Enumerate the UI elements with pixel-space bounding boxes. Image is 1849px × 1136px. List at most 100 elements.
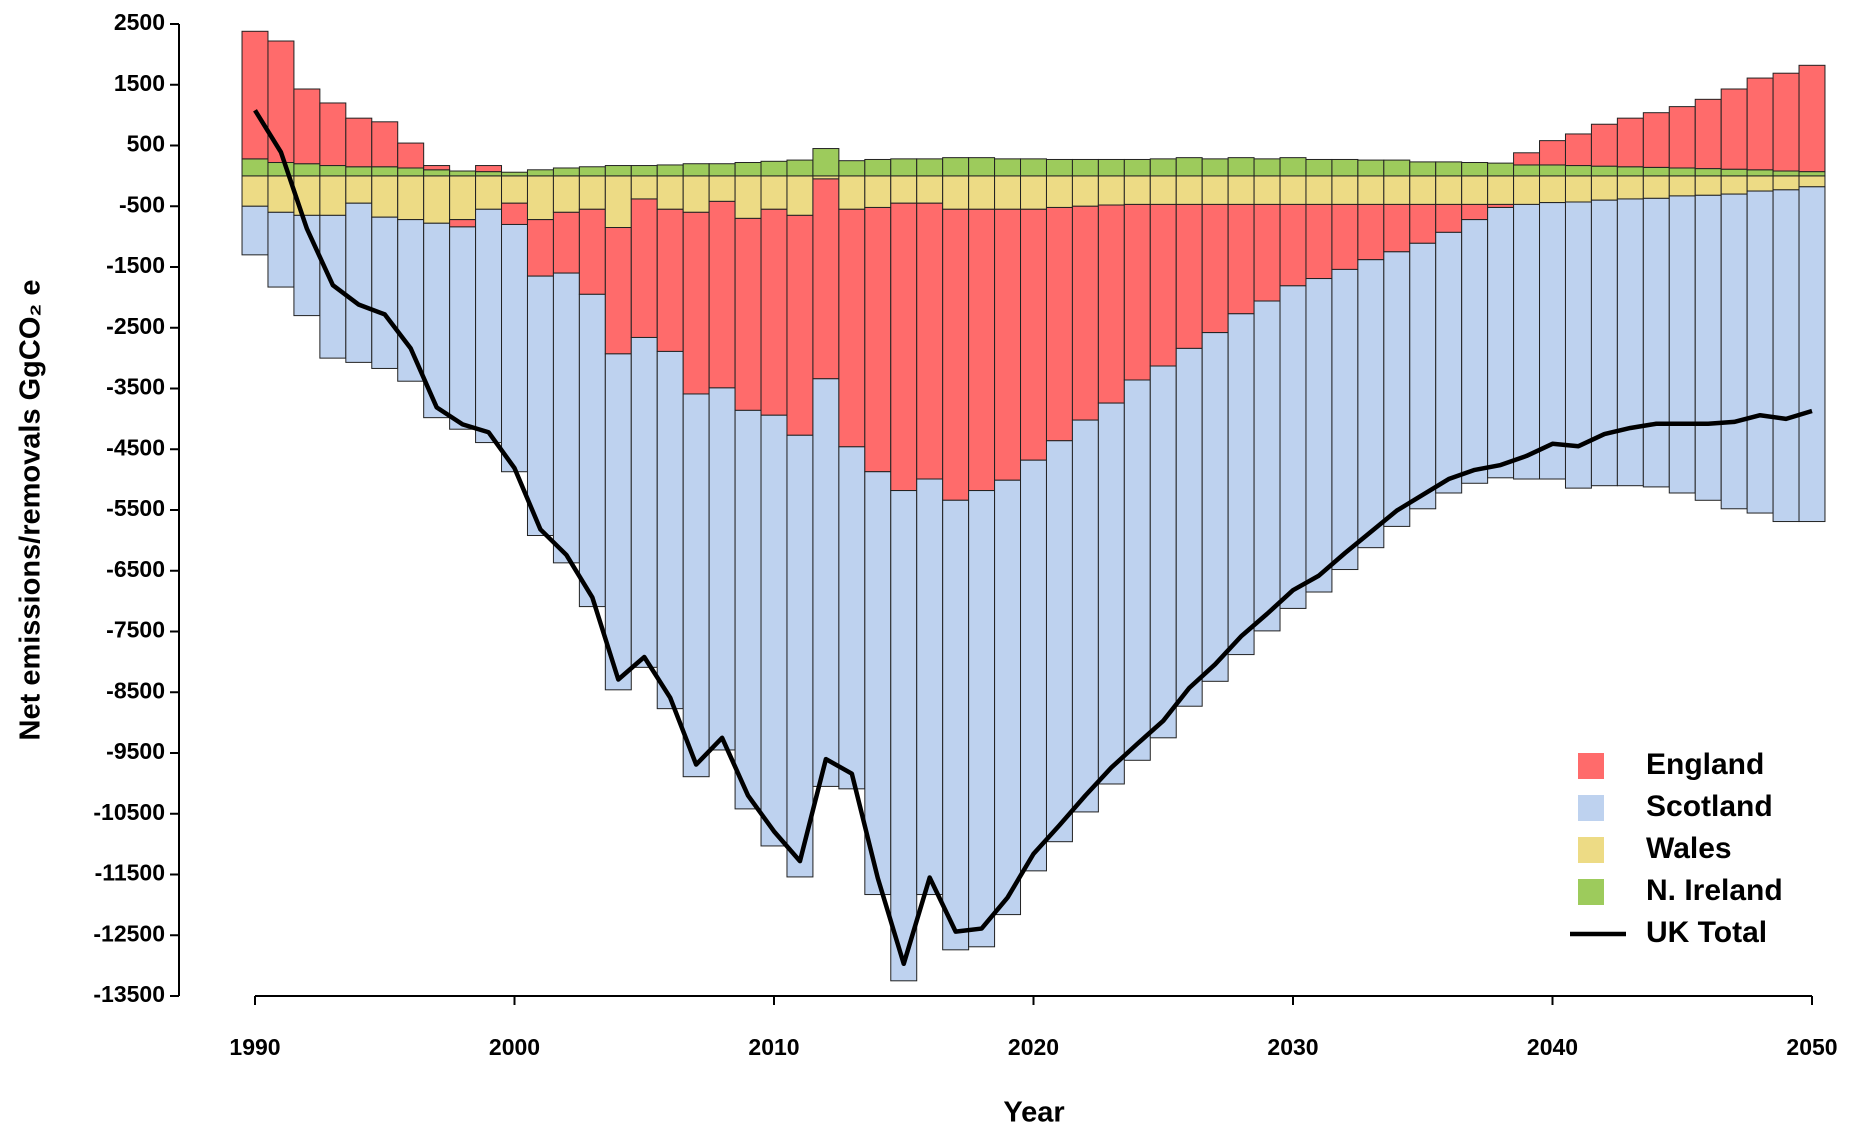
bar-segment xyxy=(786,175,814,216)
bar-segment xyxy=(1513,164,1541,177)
bar-segment xyxy=(760,175,788,210)
bar-segment xyxy=(397,219,425,382)
bar-segment xyxy=(916,175,944,204)
bar-segment xyxy=(1227,175,1255,205)
bar-segment xyxy=(397,175,425,221)
bar-segment xyxy=(319,102,347,167)
bar-segment xyxy=(1149,203,1177,367)
bar-segment xyxy=(734,175,762,219)
bar-segment xyxy=(1435,231,1463,494)
legend-label: N. Ireland xyxy=(1646,874,1783,907)
bar-segment xyxy=(501,171,528,177)
y-axis-label: Net emissions/removals GgCO₂ e xyxy=(15,280,47,741)
bar-segment xyxy=(604,165,632,177)
bar-segment xyxy=(345,117,373,168)
bar-segment xyxy=(1461,162,1489,177)
bar-segment xyxy=(1616,175,1644,200)
bar-segment xyxy=(1513,203,1541,480)
bar-segment xyxy=(1253,158,1281,177)
bar-segment xyxy=(319,175,347,216)
bar-segment xyxy=(501,175,528,204)
y-tick-label: -5500 xyxy=(106,495,165,521)
y-tick-label: -3500 xyxy=(106,374,165,400)
bar-segment xyxy=(241,30,269,160)
bar-segment xyxy=(1045,158,1073,177)
y-tick-label: -1500 xyxy=(106,252,165,278)
bar-segment xyxy=(526,275,554,537)
bar-segment xyxy=(1227,313,1255,656)
bar-segment xyxy=(1149,365,1177,739)
bar-segment xyxy=(241,205,269,256)
legend-label: Scotland xyxy=(1646,790,1773,823)
bar-segment xyxy=(942,157,970,177)
bar-segment xyxy=(1305,278,1333,593)
x-axis-label: Year xyxy=(1003,1097,1064,1129)
bar-segment xyxy=(916,478,944,896)
bar-segment xyxy=(1513,175,1541,205)
bar-segment xyxy=(1383,175,1411,205)
y-tick-label: -9500 xyxy=(106,738,165,764)
bar-segment xyxy=(293,88,321,165)
legend-label: UK Total xyxy=(1646,916,1767,949)
bar-segment xyxy=(1227,203,1255,315)
bar-segment xyxy=(864,206,892,473)
bar-segment xyxy=(449,226,477,430)
legend-swatch xyxy=(1578,837,1604,863)
bar-segment xyxy=(1616,198,1644,487)
bar-segment xyxy=(1175,157,1203,177)
bar-segment xyxy=(578,175,606,210)
bar-segment xyxy=(916,158,944,177)
bar-segment xyxy=(1539,175,1566,204)
x-tick-label: 1990 xyxy=(229,1034,280,1060)
bar-segment xyxy=(942,175,970,210)
bar-segment xyxy=(1720,168,1748,177)
bar-segment xyxy=(890,490,918,982)
bar-segment xyxy=(1097,175,1125,206)
bar-segment xyxy=(267,40,295,164)
y-tick-label: -500 xyxy=(119,191,165,217)
bar-segment xyxy=(449,219,477,228)
bar-segment xyxy=(345,175,373,204)
bar-segment xyxy=(1798,186,1826,523)
bar-segment xyxy=(1357,259,1385,549)
bar-segment xyxy=(1071,158,1099,177)
bar-segment xyxy=(423,169,451,177)
bar-segment xyxy=(734,409,762,810)
bar-segment xyxy=(994,208,1022,481)
bar-segment xyxy=(1071,175,1099,207)
bar-segment xyxy=(1123,158,1151,177)
bar-segment xyxy=(760,160,788,177)
bar-segment xyxy=(1305,203,1333,280)
bar-segment xyxy=(371,166,399,177)
bar-segment xyxy=(1331,158,1359,177)
bar-segment xyxy=(734,217,762,411)
bar-segment xyxy=(241,175,269,207)
y-tick-label: -11500 xyxy=(95,860,165,886)
bar-segment xyxy=(449,170,477,177)
bar-segment xyxy=(1357,203,1385,261)
bar-segment xyxy=(397,167,425,177)
bar-segment xyxy=(1539,164,1566,177)
bar-segment xyxy=(1539,140,1566,166)
bar-segment xyxy=(1642,166,1670,177)
bar-segment xyxy=(656,164,684,177)
bar-segment xyxy=(1487,175,1515,205)
bar-segment xyxy=(890,158,918,177)
bar-segment xyxy=(968,157,996,177)
bar-segment xyxy=(1668,167,1696,177)
bar-segment xyxy=(1279,285,1307,609)
bar-segment xyxy=(656,175,684,210)
bar-segment xyxy=(1201,175,1229,205)
legend-label: England xyxy=(1646,748,1764,781)
bar-segment xyxy=(1097,158,1125,177)
bar-segment xyxy=(1668,106,1696,169)
bar-segment xyxy=(1175,175,1203,205)
bar-segment xyxy=(1435,175,1463,205)
bar-segment xyxy=(916,202,944,480)
bar-segment xyxy=(1020,459,1047,872)
bar-segment xyxy=(994,175,1022,210)
bar-segment xyxy=(1045,440,1073,843)
bar-segment xyxy=(1097,402,1125,785)
bar-segment xyxy=(526,169,554,177)
bar-segment xyxy=(812,178,840,380)
